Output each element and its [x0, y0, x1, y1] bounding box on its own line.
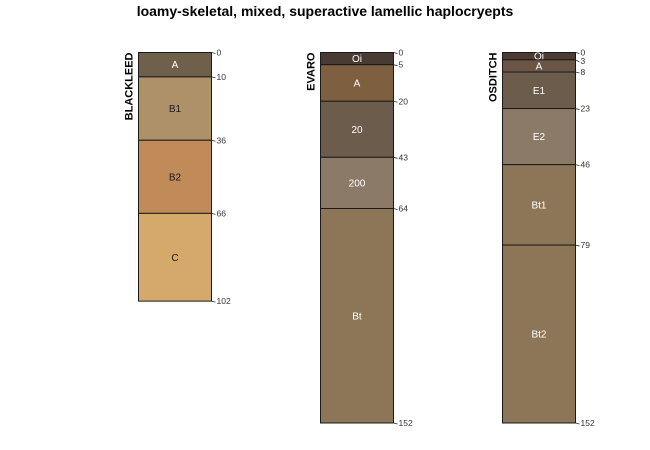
- osditch-horizon-4: [502, 164, 576, 246]
- evaro-depth-label-0: 0: [399, 48, 404, 58]
- evaro-horizon-label-1: A: [354, 78, 361, 89]
- osditch-depth-label-6: 152: [581, 418, 595, 428]
- osditch-horizon-label-5: Bt2: [531, 330, 546, 341]
- evaro-depth-label-4: 64: [399, 204, 409, 214]
- blackleed-depth-label-2: 36: [217, 135, 227, 145]
- evaro-horizon-4: [320, 208, 394, 424]
- blackleed-depth-tick-1: [211, 76, 216, 79]
- osditch-profile-name: OSDITCH: [488, 52, 500, 102]
- osditch-depth-tick-3: [575, 108, 580, 110]
- osditch-depth-label-0: 0: [581, 48, 586, 58]
- osditch-depth-label-1: 3: [581, 56, 586, 66]
- blackleed-horizon-label-3: C: [171, 253, 178, 264]
- evaro-depth-tick-0: [393, 52, 398, 54]
- osditch-depth-label-5: 79: [581, 240, 591, 250]
- evaro-horizon-label-4: Bt: [352, 311, 362, 322]
- osditch-depth-label-3: 23: [581, 104, 591, 114]
- osditch-depth-tick-6: [575, 422, 580, 425]
- osditch-depth-tick-4: [575, 164, 580, 167]
- blackleed-depth-tick-3: [211, 212, 216, 215]
- blackleed-horizon-2: [138, 139, 212, 214]
- blackleed-depth-tick-0: [211, 52, 216, 54]
- blackleed-horizon-label-1: B1: [169, 104, 182, 115]
- blackleed-horizon-0: [138, 52, 212, 78]
- blackleed-horizon-label-0: A: [172, 60, 179, 71]
- blackleed-horizon-3: [138, 212, 212, 302]
- evaro-depth-label-2: 20: [399, 96, 409, 106]
- blackleed-horizon-label-2: B2: [169, 172, 182, 183]
- blackleed-depth-label-1: 10: [217, 72, 227, 82]
- osditch-horizon-label-0: Oi: [534, 52, 544, 63]
- osditch-depth-tick-5: [575, 244, 580, 247]
- blackleed-depth-label-3: 66: [217, 208, 227, 218]
- blackleed-profile-name: BLACKLEED: [124, 52, 136, 120]
- osditch-horizon-label-1: A: [536, 61, 543, 72]
- osditch-horizon-5: [502, 244, 576, 424]
- evaro-depth-label-5: 152: [399, 418, 413, 428]
- osditch-horizon-2: [502, 71, 576, 110]
- osditch-depth-label-4: 46: [581, 160, 591, 170]
- evaro-horizon-3: [320, 156, 394, 209]
- osditch-horizon-3: [502, 108, 576, 166]
- osditch-horizon-label-3: E2: [533, 132, 546, 143]
- blackleed-depth-tick-4: [211, 300, 216, 303]
- evaro-horizon-label-2: 20: [351, 125, 363, 136]
- osditch-depth-tick-1: [575, 59, 580, 63]
- blackleed-depth-label-0: 0: [217, 48, 222, 58]
- evaro-depth-tick-1: [393, 64, 398, 67]
- chart-title: loamy-skeletal, mixed, superactive lamel…: [136, 3, 514, 19]
- evaro-depth-tick-3: [393, 156, 398, 159]
- osditch-depth-tick-2: [575, 71, 580, 74]
- evaro-horizon-label-3: 200: [349, 178, 366, 189]
- osditch-depth-tick-0: [575, 52, 580, 54]
- evaro-horizon-label-0: Oi: [352, 54, 362, 65]
- evaro-depth-label-1: 5: [399, 60, 404, 70]
- evaro-depth-label-3: 43: [399, 152, 409, 162]
- evaro-depth-tick-5: [393, 422, 398, 425]
- blackleed-depth-tick-2: [211, 139, 216, 142]
- osditch-depth-label-2: 8: [581, 67, 586, 77]
- evaro-depth-tick-4: [393, 208, 398, 210]
- evaro-profile-name: EVARO: [306, 52, 318, 91]
- osditch-horizon-label-2: E1: [533, 86, 546, 97]
- osditch-horizon-label-4: Bt1: [531, 200, 546, 211]
- evaro-depth-tick-2: [393, 100, 398, 103]
- blackleed-depth-label-4: 102: [217, 296, 231, 306]
